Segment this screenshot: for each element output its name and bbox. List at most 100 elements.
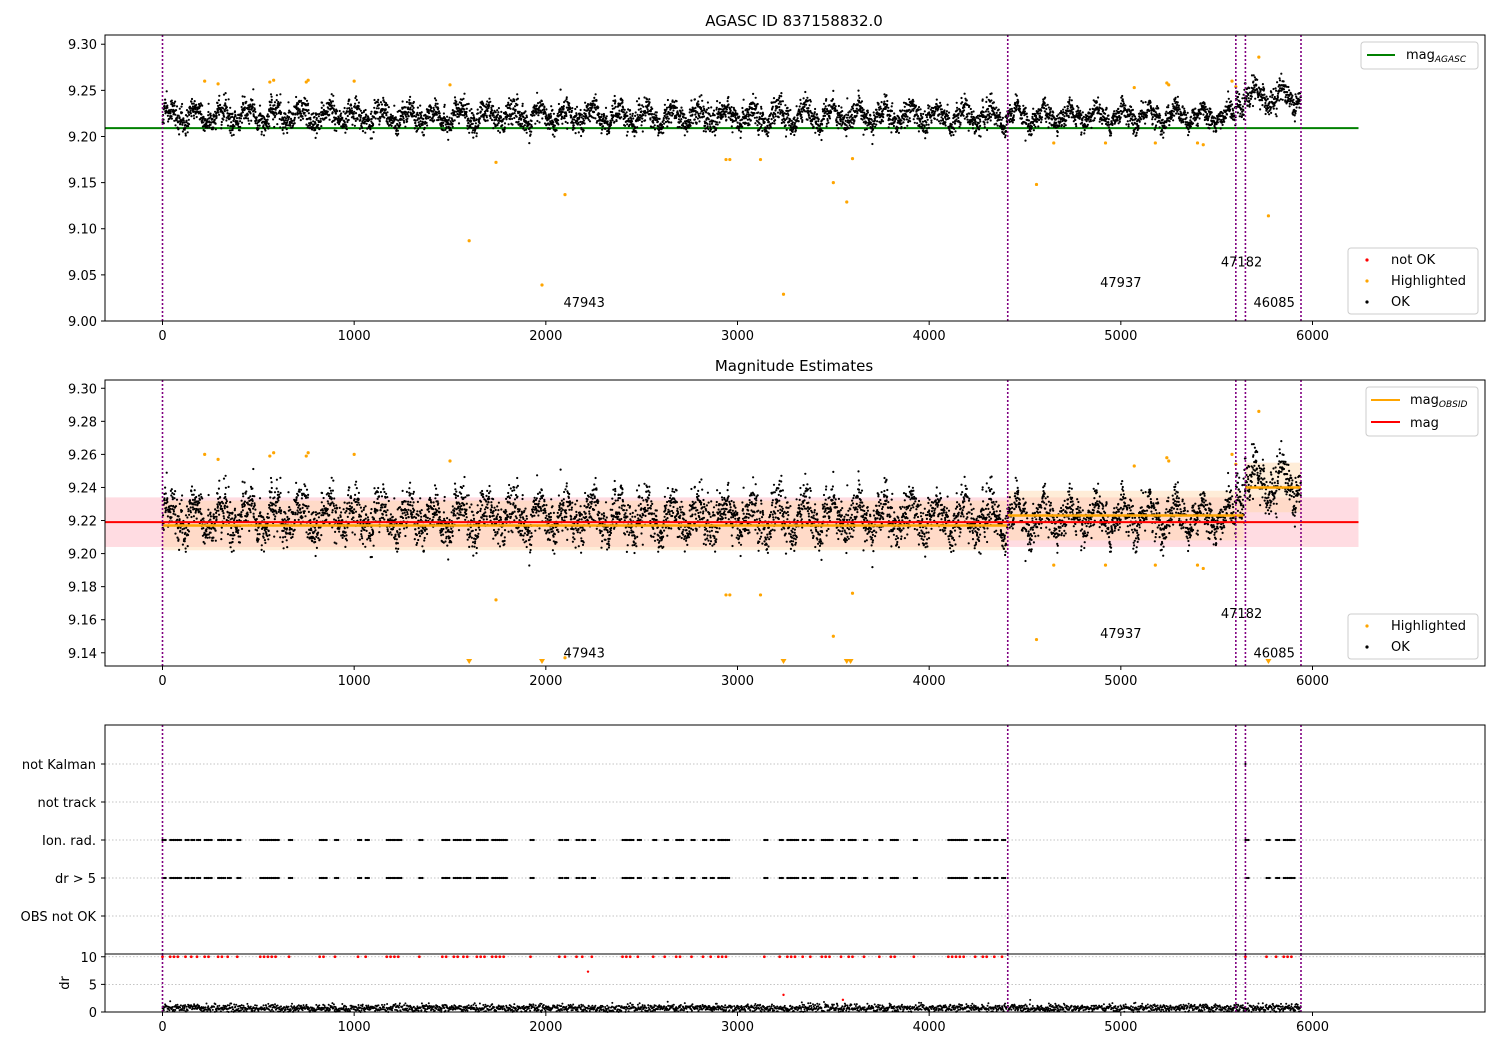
ok-point	[356, 118, 359, 121]
ok-point	[783, 121, 786, 124]
ok-point	[665, 108, 668, 111]
ok-point	[260, 130, 263, 133]
ok-point	[845, 113, 848, 116]
ok-point	[595, 99, 598, 102]
ok-point	[694, 106, 697, 109]
ok-point	[634, 111, 637, 114]
ok-point	[511, 123, 514, 126]
ok-point	[293, 122, 296, 125]
ok-point	[465, 110, 468, 114]
ok-point	[1034, 114, 1038, 117]
ok-point	[762, 113, 765, 116]
ok-point	[396, 129, 399, 132]
ok-point	[687, 118, 690, 121]
ok-point	[646, 108, 649, 111]
ok-point	[184, 127, 187, 130]
ok-point	[714, 134, 717, 137]
ok-point	[1133, 130, 1136, 133]
ok-point	[181, 130, 184, 133]
ok-point	[1044, 104, 1047, 107]
ok-point	[1045, 107, 1048, 111]
ok-point	[891, 102, 894, 105]
ok-point	[882, 113, 885, 116]
ok-point	[1215, 130, 1218, 133]
ok-point	[406, 117, 409, 120]
ok-point	[1044, 117, 1047, 120]
ok-point	[995, 111, 998, 114]
ok-point	[521, 122, 524, 125]
ok-point	[344, 123, 347, 126]
ok-point	[510, 117, 514, 120]
ok-point	[343, 121, 346, 124]
ok-point	[293, 118, 296, 121]
ok-point	[471, 131, 474, 134]
ok-point	[353, 110, 356, 113]
ok-point	[995, 122, 998, 125]
ok-point	[503, 130, 506, 133]
ok-point	[800, 116, 803, 119]
ok-point	[174, 100, 177, 103]
ok-point	[1167, 106, 1170, 109]
ok-point	[575, 105, 579, 108]
ok-point	[222, 107, 225, 110]
ok-point	[814, 107, 817, 111]
ok-point	[279, 126, 282, 129]
ok-point	[1017, 100, 1020, 103]
ok-point	[784, 124, 787, 127]
ok-point	[246, 117, 250, 120]
ok-point	[707, 106, 710, 110]
ok-point	[213, 118, 216, 121]
ok-point	[182, 117, 185, 120]
ok-point	[838, 122, 842, 126]
ok-point	[844, 119, 847, 122]
ok-point	[469, 119, 472, 122]
ok-point	[809, 100, 812, 103]
ok-point	[626, 130, 629, 133]
ok-point	[816, 127, 819, 130]
ok-point	[268, 108, 271, 111]
ok-point	[887, 126, 890, 129]
ok-point	[871, 125, 875, 128]
ok-point	[620, 116, 623, 119]
ok-point	[1118, 120, 1121, 123]
ok-point	[953, 127, 956, 130]
ok-point	[442, 121, 445, 124]
ok-point	[918, 125, 922, 128]
ok-point	[1093, 117, 1096, 120]
ok-point	[272, 108, 275, 111]
ok-point	[517, 120, 520, 123]
ok-point	[178, 133, 181, 136]
ok-point	[1129, 111, 1132, 114]
ok-point	[464, 103, 467, 107]
ok-point	[508, 97, 511, 100]
ok-point	[1051, 118, 1054, 121]
ok-point	[435, 113, 438, 116]
ok-point	[285, 121, 289, 124]
ok-point	[869, 114, 872, 117]
ok-point	[237, 125, 240, 129]
ok-point	[845, 116, 849, 119]
ok-point	[282, 119, 286, 122]
ok-point	[987, 110, 990, 113]
ok-point	[1149, 101, 1152, 104]
ok-point	[391, 114, 394, 118]
ok-point	[677, 118, 681, 121]
ok-point	[735, 117, 738, 121]
ok-point	[1175, 112, 1178, 115]
ok-point	[840, 106, 843, 109]
ok-point	[678, 125, 681, 129]
ok-point	[185, 109, 189, 112]
ok-point	[817, 120, 820, 123]
ok-point	[370, 110, 373, 113]
ok-point	[875, 108, 878, 111]
ok-point	[463, 114, 466, 117]
ok-point	[652, 126, 655, 129]
ok-point	[914, 104, 918, 107]
ok-point	[906, 115, 909, 118]
ok-point	[691, 122, 695, 125]
ok-point	[241, 95, 244, 98]
ok-point	[207, 110, 210, 114]
ok-point	[584, 112, 587, 116]
ok-point	[301, 117, 305, 120]
ok-point	[1040, 109, 1043, 112]
